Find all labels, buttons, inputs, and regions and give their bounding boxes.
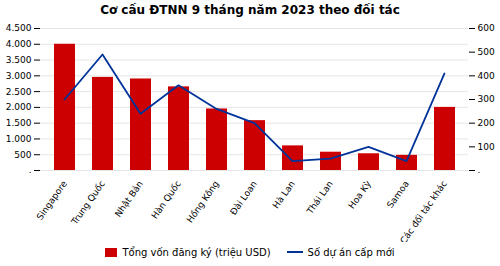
svg-text:Hà Lan: Hà Lan [271,179,297,210]
svg-text:.: . [478,165,481,175]
svg-text:1.500: 1.500 [6,118,32,128]
svg-text:Đài Loan: Đài Loan [228,179,259,217]
html-text:Tổng vốn đăng ký (triệu USD): Tổng vốn đăng ký (triệu USD) [122,246,271,258]
svg-text:Nhật Bản: Nhật Bản [113,179,146,220]
svg-text:Hoa Kỳ: Hoa Kỳ [347,178,374,210]
svg-text:Singapore: Singapore [35,178,69,221]
svg-text:500: 500 [14,150,31,160]
svg-text:1.000: 1.000 [6,134,32,144]
svg-text:Hàn Quốc: Hàn Quốc [150,179,184,221]
svg-text:4.000: 4.000 [6,39,32,49]
svg-text:Các đối tác khác: Các đối tác khác [398,179,449,242]
svg-text:.: . [29,165,32,175]
svg-text:Thái Lan: Thái Lan [304,179,335,217]
html-text:Cơ cấu ĐTNN 9 tháng năm 2023 t: Cơ cấu ĐTNN 9 tháng năm 2023 theo đối tá… [100,3,400,17]
svg-text:Hồng Kông: Hồng Kông [185,179,221,225]
svg-text:2.500: 2.500 [6,86,32,96]
svg-text:Samoa: Samoa [385,179,411,210]
svg-text:4.500: 4.500 [6,23,32,33]
html-text:Số dự án cấp mới: Số dự án cấp mới [307,246,395,258]
svg-text:600: 600 [478,23,495,33]
svg-text:2.000: 2.000 [6,102,32,112]
svg-text:3.500: 3.500 [6,55,32,65]
svg-text:200: 200 [478,118,495,128]
svg-text:100: 100 [478,142,495,152]
svg-text:400: 400 [478,71,495,81]
svg-text:500: 500 [478,47,495,57]
svg-text:300: 300 [478,94,495,104]
svg-text:3.000: 3.000 [6,71,32,81]
svg-text:Trung Quốc: Trung Quốc [69,179,107,227]
